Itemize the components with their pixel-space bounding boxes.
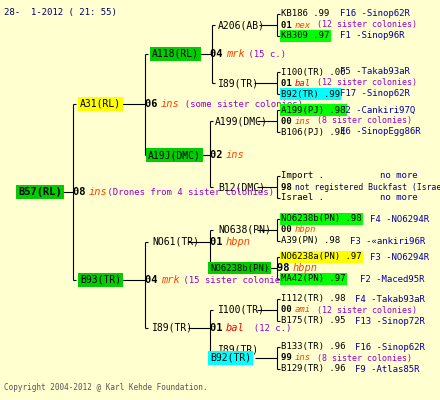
Text: MA42(PN) .97: MA42(PN) .97 [281, 274, 345, 284]
Text: I89(TR): I89(TR) [152, 323, 193, 333]
Text: F16 -Sinop62R: F16 -Sinop62R [340, 10, 410, 18]
Text: F9 -Atlas85R: F9 -Atlas85R [355, 364, 419, 374]
Text: I89(TR): I89(TR) [218, 345, 259, 355]
Text: (some sister colonies): (some sister colonies) [174, 100, 303, 108]
Text: KB309 .97: KB309 .97 [281, 32, 330, 40]
Text: bal: bal [226, 323, 245, 333]
Text: (Drones from 4 sister colonies): (Drones from 4 sister colonies) [102, 188, 274, 196]
Text: Israel .: Israel . [281, 194, 324, 202]
Text: 99: 99 [281, 354, 297, 362]
Text: hbpn: hbpn [295, 226, 316, 234]
Text: 98: 98 [281, 182, 297, 192]
Text: NO6238a(PN) .97: NO6238a(PN) .97 [281, 252, 362, 262]
Text: not registered Buckfast (Israel orig: not registered Buckfast (Israel orig [295, 182, 440, 192]
Text: B92(TR): B92(TR) [210, 353, 251, 363]
Text: mrk: mrk [161, 275, 180, 285]
Text: (12 c.): (12 c.) [243, 324, 291, 332]
Text: B129(TR) .96: B129(TR) .96 [281, 364, 345, 374]
Text: (12 sister colonies): (12 sister colonies) [312, 306, 417, 314]
Text: 98: 98 [277, 263, 296, 273]
Text: (15 c.): (15 c.) [243, 50, 286, 58]
Text: 08: 08 [73, 187, 92, 197]
Text: 00: 00 [281, 226, 297, 234]
Text: Import .: Import . [281, 172, 324, 180]
Text: no more: no more [380, 172, 418, 180]
Text: ins: ins [295, 116, 311, 126]
Text: 06: 06 [145, 99, 164, 109]
Text: A19J(DMC): A19J(DMC) [148, 150, 201, 160]
Text: 28-  1-2012 ( 21: 55): 28- 1-2012 ( 21: 55) [4, 8, 117, 17]
Text: (15 sister colonies): (15 sister colonies) [178, 276, 291, 284]
Text: F13 -Sinop72R: F13 -Sinop72R [355, 316, 425, 326]
Text: F5 -Takab93aR: F5 -Takab93aR [340, 68, 410, 76]
Text: F2 -Maced95R: F2 -Maced95R [360, 274, 425, 284]
Text: F17 -Sinop62R: F17 -Sinop62R [340, 90, 410, 98]
Text: B57(RL): B57(RL) [18, 187, 62, 197]
Text: A39(PN) .98: A39(PN) .98 [281, 236, 340, 246]
Text: F16 -Sinop62R: F16 -Sinop62R [355, 342, 425, 352]
Text: NO61(TR): NO61(TR) [152, 237, 199, 247]
Text: F3 -«ankiri96R: F3 -«ankiri96R [350, 236, 425, 246]
Text: 00: 00 [281, 116, 297, 126]
Text: 01: 01 [210, 323, 229, 333]
Text: I112(TR) .98: I112(TR) .98 [281, 294, 345, 304]
Text: B12(DMC): B12(DMC) [218, 182, 265, 192]
Text: A206(AB): A206(AB) [218, 20, 265, 30]
Text: ins: ins [226, 150, 245, 160]
Text: 01: 01 [281, 78, 297, 88]
Text: ami: ami [295, 306, 311, 314]
Text: B92(TR) .99: B92(TR) .99 [281, 90, 340, 98]
Text: (8 sister colonies): (8 sister colonies) [312, 354, 412, 362]
Text: hbpn: hbpn [293, 263, 318, 273]
Text: ins: ins [161, 99, 180, 109]
Text: F6 -SinopEgg86R: F6 -SinopEgg86R [340, 128, 421, 136]
Text: KB186 .99: KB186 .99 [281, 10, 330, 18]
Text: B106(PJ) .94: B106(PJ) .94 [281, 128, 345, 136]
Text: I89(TR): I89(TR) [218, 78, 259, 88]
Text: NO638(PN): NO638(PN) [218, 225, 271, 235]
Text: 04: 04 [210, 49, 229, 59]
Text: no more: no more [380, 194, 418, 202]
Text: ins: ins [89, 187, 108, 197]
Text: Copyright 2004-2012 @ Karl Kehde Foundation.: Copyright 2004-2012 @ Karl Kehde Foundat… [4, 383, 208, 392]
Text: bal: bal [295, 78, 311, 88]
Text: B133(TR) .96: B133(TR) .96 [281, 342, 345, 352]
Text: mrk: mrk [226, 49, 245, 59]
Text: 00: 00 [281, 306, 297, 314]
Text: A31(RL): A31(RL) [80, 99, 121, 109]
Text: (12 sister colonies): (12 sister colonies) [312, 78, 417, 88]
Text: I100(TR) .00: I100(TR) .00 [281, 68, 345, 76]
Text: A118(RL): A118(RL) [152, 49, 199, 59]
Text: I100(TR): I100(TR) [218, 305, 265, 315]
Text: F3 -NO6294R: F3 -NO6294R [370, 252, 429, 262]
Text: (12 sister colonies): (12 sister colonies) [312, 20, 417, 30]
Text: A199(DMC): A199(DMC) [215, 116, 268, 126]
Text: nex: nex [295, 20, 311, 30]
Text: 02: 02 [210, 150, 229, 160]
Text: A199(PJ) .98: A199(PJ) .98 [281, 106, 345, 114]
Text: B175(TR) .95: B175(TR) .95 [281, 316, 345, 326]
Text: B93(TR): B93(TR) [80, 275, 121, 285]
Text: 01: 01 [210, 237, 229, 247]
Text: (8 sister colonies): (8 sister colonies) [312, 116, 412, 126]
Text: F1 -Sinop96R: F1 -Sinop96R [340, 32, 404, 40]
Text: F4 -NO6294R: F4 -NO6294R [370, 214, 429, 224]
Text: ins: ins [295, 354, 311, 362]
Text: hbpn: hbpn [226, 237, 251, 247]
Text: 04: 04 [145, 275, 164, 285]
Text: 01: 01 [281, 20, 297, 30]
Text: F2 -Cankiri97Q: F2 -Cankiri97Q [340, 106, 415, 114]
Text: F4 -Takab93aR: F4 -Takab93aR [355, 294, 425, 304]
Text: NO6238b(PN) .98: NO6238b(PN) .98 [281, 214, 362, 224]
Text: NO6238b(PN): NO6238b(PN) [210, 264, 269, 272]
